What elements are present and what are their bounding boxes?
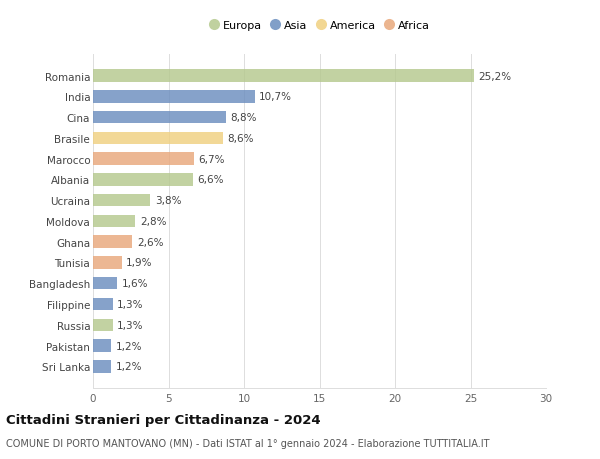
Bar <box>93 340 111 352</box>
Bar <box>93 91 254 103</box>
Text: Cittadini Stranieri per Cittadinanza - 2024: Cittadini Stranieri per Cittadinanza - 2… <box>6 413 320 426</box>
Text: 6,7%: 6,7% <box>199 154 225 164</box>
Bar <box>93 112 226 124</box>
Text: 1,6%: 1,6% <box>122 279 148 289</box>
Bar <box>93 277 117 290</box>
Bar <box>93 319 113 331</box>
Bar <box>93 215 135 228</box>
Text: 25,2%: 25,2% <box>478 72 511 81</box>
Bar <box>93 195 151 207</box>
Bar <box>93 360 111 373</box>
Bar <box>93 153 194 166</box>
Legend: Europa, Asia, America, Africa: Europa, Asia, America, Africa <box>206 17 433 34</box>
Text: 1,3%: 1,3% <box>117 299 143 309</box>
Text: 2,6%: 2,6% <box>137 237 163 247</box>
Bar <box>93 174 193 186</box>
Text: 6,6%: 6,6% <box>197 175 224 185</box>
Text: 1,2%: 1,2% <box>116 362 142 371</box>
Bar <box>93 257 122 269</box>
Text: 10,7%: 10,7% <box>259 92 292 102</box>
Text: 1,3%: 1,3% <box>117 320 143 330</box>
Bar <box>93 298 113 311</box>
Text: 8,8%: 8,8% <box>230 113 257 123</box>
Text: 3,8%: 3,8% <box>155 196 181 206</box>
Bar <box>93 70 473 83</box>
Text: COMUNE DI PORTO MANTOVANO (MN) - Dati ISTAT al 1° gennaio 2024 - Elaborazione TU: COMUNE DI PORTO MANTOVANO (MN) - Dati IS… <box>6 438 490 448</box>
Text: 8,6%: 8,6% <box>227 134 254 144</box>
Bar <box>93 132 223 145</box>
Text: 1,9%: 1,9% <box>126 258 153 268</box>
Bar <box>93 236 132 248</box>
Text: 2,8%: 2,8% <box>140 217 166 226</box>
Text: 1,2%: 1,2% <box>116 341 142 351</box>
